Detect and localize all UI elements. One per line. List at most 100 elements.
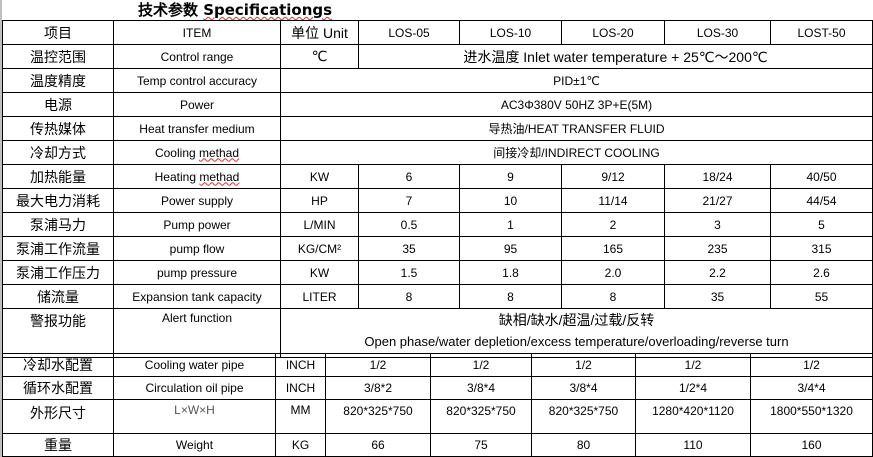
row-label-en: Heating methad [113,164,281,189]
alert-label-cn: 警报功能 [2,308,114,358]
row-unit: INCH [275,353,326,377]
row-value: 3/4*4 [750,376,873,400]
row-label-en: L×W×H [113,399,276,434]
table-row: 电源 Power AC3Φ380V 50HZ 3P+E(5M) [2,92,873,117]
row-label-cn: 冷却方式 [2,140,114,165]
row-label-cn: 温控范围 [2,44,114,69]
table-row: 冷却水配置 Cooling water pipe INCH 1/2 1/2 1/2 1/2 1… [2,353,873,377]
row-value: 1/2 [531,353,636,377]
row-value: 18/24 [664,164,771,189]
table-row: 外形尺寸 L×W×H MM 820*325*750 820*325*750 820*325… [2,399,873,434]
header-model: LOS-05 [358,20,460,45]
row-value: 导热油/HEAT TRANSFER FLUID [280,116,873,141]
row-value: 110 [635,433,751,457]
row-value: 间接冷却/INDIRECT COOLING [280,140,873,165]
row-value: 21/27 [664,188,771,213]
row-value: 80 [531,433,636,457]
row-value: 1280*420*1120 [635,399,751,434]
row-value: 44/54 [770,188,873,213]
row-value: 315 [770,236,873,261]
row-unit: INCH [275,376,326,400]
row-unit: HP [280,188,359,213]
row-label-cn: 泵浦工作流量 [2,236,114,261]
row-value: 95 [459,236,562,261]
row-label-en: Weight [113,433,276,457]
row-value: 1/2 [635,353,751,377]
row-label-cn: 外形尺寸 [2,399,114,434]
row-label-en: Cooling water pipe [113,353,276,377]
title-cn: 技术参数 [137,1,198,19]
row-unit: ℃ [280,44,359,69]
row-value: 2.6 [770,260,873,285]
row-label-en: Control range [113,44,281,69]
row-value: 7 [358,188,460,213]
row-label-cn: 重量 [2,433,114,457]
table-row: 循环水配置 Circulation oil pipe INCH 3/8*2 3/8*4 3… [2,376,873,400]
row-value: 1.8 [459,260,562,285]
row-label-cn: 泵浦马力 [2,212,114,237]
row-value: 35 [664,284,771,309]
table-row: 温控范围 Control range ℃ 进水温度 Inlet water tempe… [2,44,873,69]
row-value: 165 [561,236,665,261]
header-model: LOST-50 [770,20,873,45]
header-unit: 单位 Unit [280,20,359,45]
table-row: 储流量 Expansion tank capacity LITER 8 8 8 35 55 [2,284,873,309]
row-label-en: pump flow [113,236,281,261]
row-label-en: Expansion tank capacity [113,284,281,309]
row-unit: KW [280,164,359,189]
row-label-en: Heat transfer medium [113,116,281,141]
alert-value: 缺相/缺水/超温/过载/反转 Open phase/water depletion… [280,308,873,358]
row-unit: KW [280,260,359,285]
row-value: 1/2*4 [635,376,751,400]
row-label-cn: 加热能量 [2,164,114,189]
row-value: 0.5 [358,212,460,237]
table-row: 冷却方式 Cooling methad 间接冷却/INDIRECT COOLING [2,140,873,165]
alert-label-en: Alert function [113,308,281,358]
row-label-en: Pump power [113,212,281,237]
row-label-en: Cooling methad [113,140,281,165]
document-title: 技术参数 Specificationgs [0,0,470,20]
spec-table-bottom: 冷却水配置 Cooling water pipe INCH 1/2 1/2 1/2 1/2 1… [2,353,873,457]
row-value: 3/8*2 [325,376,431,400]
row-value: 1.5 [358,260,460,285]
row-value: 11/14 [561,188,665,213]
row-value: 2 [561,212,665,237]
row-value: 3/8*4 [531,376,636,400]
row-label-cn: 冷却水配置 [2,353,114,377]
row-value: 820*325*750 [430,399,532,434]
spec-table-top: 项目 ITEM 单位 Unit LOS-05 LOS-10 LOS-20 LOS-30 LOS… [2,20,873,358]
table-row: 泵浦工作压力 pump pressure KW 1.5 1.8 2.0 2.2 2.6 [2,260,873,285]
header-item-en: ITEM [113,20,281,45]
row-label-en: Circulation oil pipe [113,376,276,400]
row-value: 3/8*4 [430,376,532,400]
row-value: PID±1℃ [280,68,873,93]
row-value: 820*325*750 [531,399,636,434]
table-row: 温度精度 Temp control accuracy PID±1℃ [2,68,873,93]
row-value: AC3Φ380V 50HZ 3P+E(5M) [280,92,873,117]
row-value: 9/12 [561,164,665,189]
row-unit: LITER [280,284,359,309]
row-value: 1/2 [430,353,532,377]
table-row: 泵浦马力 Pump power L/MIN 0.5 1 2 3 5 [2,212,873,237]
table-row: 重量 Weight KG 66 75 80 110 160 [2,433,873,457]
row-unit: MM [275,399,326,434]
title-en: Specificationgs [203,1,333,19]
header-model: LOS-20 [561,20,665,45]
row-value: 1800*550*1320 [750,399,873,434]
table-row: 加热能量 Heating methad KW 6 9 9/12 18/24 40/50 [2,164,873,189]
table-row: 泵浦工作流量 pump flow KG/CM² 35 95 165 235 315 [2,236,873,261]
header-model: LOS-10 [459,20,562,45]
row-value: 160 [750,433,873,457]
row-value: 2.2 [664,260,771,285]
row-label-cn: 电源 [2,92,114,117]
row-unit: L/MIN [280,212,359,237]
row-value: 820*325*750 [325,399,431,434]
row-value: 2.0 [561,260,665,285]
row-value: 1 [459,212,562,237]
row-label-cn: 循环水配置 [2,376,114,400]
row-value: 9 [459,164,562,189]
table-row: 最大电力消耗 Power supply HP 7 10 11/14 21/27 44/54 [2,188,873,213]
row-label-cn: 泵浦工作压力 [2,260,114,285]
alert-row: 警报功能 Alert function 缺相/缺水/超温/过载/反转 Open pha… [2,308,873,358]
row-value: 35 [358,236,460,261]
